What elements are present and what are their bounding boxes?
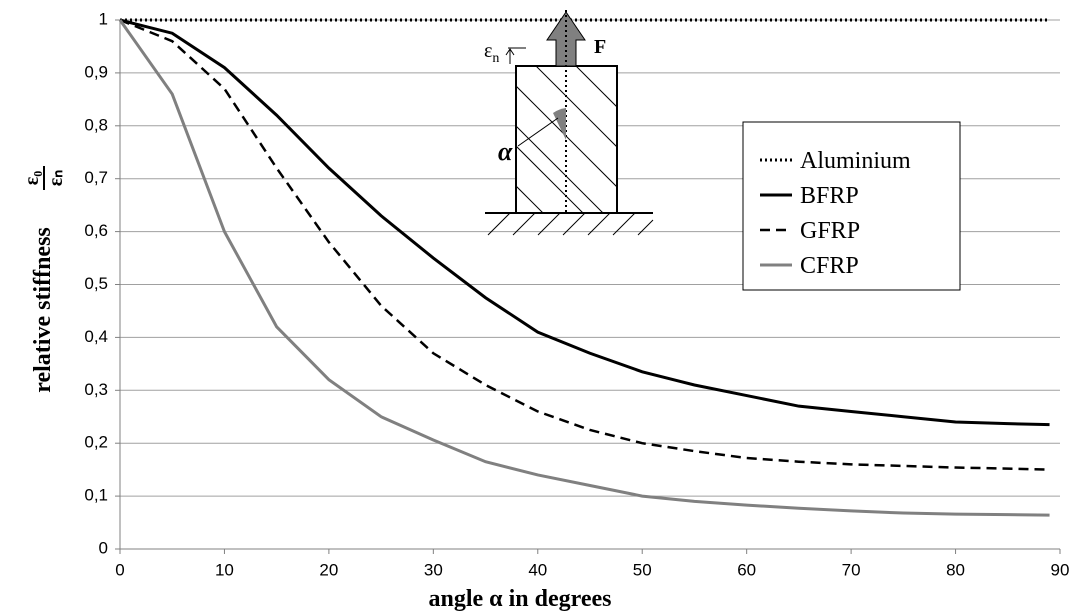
x-tick-label: 30 <box>424 560 443 579</box>
y-label-numerator: ε₀ <box>21 171 43 186</box>
series <box>118 18 1050 517</box>
x-tick-label: 50 <box>633 560 652 579</box>
legend-label: BFRP <box>800 183 859 209</box>
force-arrow <box>546 11 586 67</box>
x-tick-label: 10 <box>215 560 234 579</box>
x-tick-label: 0 <box>115 560 124 579</box>
legend-box <box>742 121 961 291</box>
inset-diagram: εn F α <box>484 10 654 236</box>
y-tick-label: 0,1 <box>84 486 108 505</box>
angle-arc <box>553 108 566 140</box>
force-label: F <box>594 36 606 58</box>
x-tick-label: 70 <box>842 560 861 579</box>
y-tick-label: 0 <box>99 538 108 557</box>
ground-hatch <box>487 212 654 236</box>
y-tick-label: 0,2 <box>84 433 108 452</box>
y-tick-label: 0,8 <box>84 115 108 134</box>
legend: Aluminium BFRP GFRP CFRP <box>742 121 961 291</box>
y-tick-label: 0,6 <box>84 221 108 240</box>
strain-label: εn <box>484 40 499 66</box>
legend-label: CFRP <box>800 253 859 279</box>
y-label-denominator: εₙ <box>45 170 67 187</box>
angle-label: α <box>498 137 513 166</box>
x-tick-label: 40 <box>528 560 547 579</box>
y-tick-label: 0,3 <box>84 380 108 399</box>
y-tick-label: 1 <box>99 9 108 28</box>
series-line <box>119 18 1050 427</box>
y-axis-title: relative stiffness ε₀ εₙ <box>21 166 67 393</box>
x-tick-label: 20 <box>319 560 338 579</box>
y-tick-label: 0,7 <box>84 168 108 187</box>
legend-label: Aluminium <box>800 148 911 174</box>
strain-symbol: ε <box>484 40 492 62</box>
y-tick-label: 0,9 <box>84 62 108 81</box>
y-tick-label: 0,4 <box>84 327 108 346</box>
legend-label: GFRP <box>800 218 860 244</box>
series-line <box>119 18 1050 471</box>
strain-subscript: n <box>492 51 499 66</box>
angle-leader <box>517 117 559 147</box>
strain-arrow-head <box>505 48 515 56</box>
hatching <box>516 66 617 213</box>
x-tick-label: 80 <box>946 560 965 579</box>
x-tick-label: 60 <box>737 560 756 579</box>
y-axis-label: relative stiffness <box>30 227 56 393</box>
x-axis-label: angle α in degrees <box>429 586 612 612</box>
x-tick-label: 90 <box>1051 560 1070 579</box>
y-tick-label: 0,5 <box>84 274 108 293</box>
series-line <box>118 19 1050 517</box>
